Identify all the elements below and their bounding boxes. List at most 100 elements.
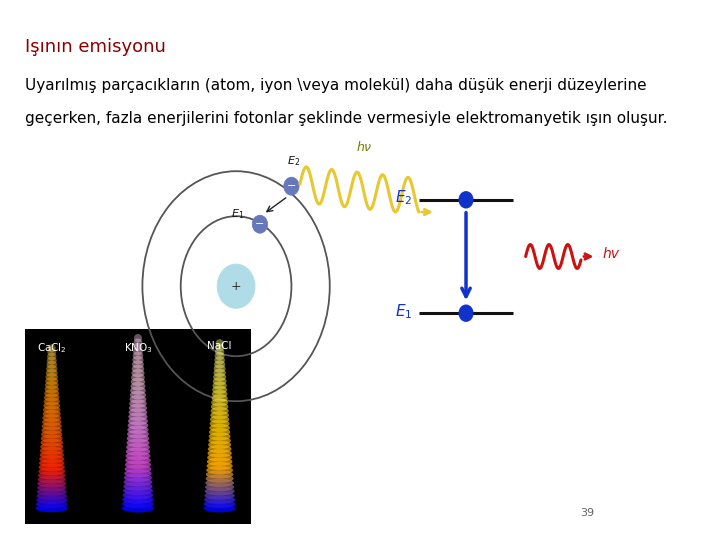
Ellipse shape <box>204 496 235 504</box>
Circle shape <box>459 305 473 321</box>
Ellipse shape <box>126 447 150 456</box>
Ellipse shape <box>41 435 63 442</box>
Ellipse shape <box>210 424 230 432</box>
Ellipse shape <box>215 356 225 364</box>
Ellipse shape <box>42 426 62 434</box>
Ellipse shape <box>126 443 150 451</box>
Ellipse shape <box>40 451 64 459</box>
Ellipse shape <box>213 369 226 377</box>
Ellipse shape <box>47 353 56 361</box>
Ellipse shape <box>212 390 228 398</box>
Ellipse shape <box>46 369 58 377</box>
Ellipse shape <box>133 343 143 351</box>
Circle shape <box>252 215 268 233</box>
Ellipse shape <box>214 360 225 368</box>
Text: −: − <box>287 181 296 191</box>
Ellipse shape <box>130 382 145 390</box>
Ellipse shape <box>211 407 229 415</box>
Ellipse shape <box>210 420 230 428</box>
Ellipse shape <box>125 456 150 464</box>
Ellipse shape <box>125 469 152 477</box>
Ellipse shape <box>122 491 153 500</box>
Ellipse shape <box>45 377 58 385</box>
Ellipse shape <box>204 504 236 512</box>
Text: NaCl: NaCl <box>207 341 232 351</box>
Ellipse shape <box>212 394 228 402</box>
Ellipse shape <box>44 394 60 401</box>
Ellipse shape <box>206 470 233 478</box>
Ellipse shape <box>212 381 227 390</box>
Ellipse shape <box>207 457 233 466</box>
Ellipse shape <box>132 352 143 360</box>
Ellipse shape <box>131 377 145 386</box>
Ellipse shape <box>215 348 225 356</box>
Ellipse shape <box>42 422 62 430</box>
Ellipse shape <box>122 504 154 512</box>
Ellipse shape <box>36 496 67 504</box>
Ellipse shape <box>40 438 63 447</box>
Ellipse shape <box>42 414 61 422</box>
Bar <box>24 329 251 524</box>
Ellipse shape <box>129 408 148 416</box>
Ellipse shape <box>45 389 59 397</box>
Circle shape <box>217 264 255 308</box>
Ellipse shape <box>124 478 152 487</box>
Ellipse shape <box>45 385 59 393</box>
Circle shape <box>459 192 473 208</box>
Text: $hν$: $hν$ <box>356 140 372 154</box>
Ellipse shape <box>212 386 227 394</box>
Ellipse shape <box>36 500 68 508</box>
Ellipse shape <box>204 500 235 508</box>
Ellipse shape <box>39 463 65 471</box>
Ellipse shape <box>130 400 147 408</box>
Ellipse shape <box>128 417 148 426</box>
Ellipse shape <box>211 399 228 407</box>
Ellipse shape <box>42 410 60 418</box>
Text: 39: 39 <box>580 508 595 518</box>
Ellipse shape <box>48 348 56 356</box>
Ellipse shape <box>40 447 63 455</box>
Ellipse shape <box>134 339 143 347</box>
Ellipse shape <box>44 397 60 406</box>
Ellipse shape <box>209 432 230 441</box>
Ellipse shape <box>37 492 67 500</box>
Ellipse shape <box>215 339 224 347</box>
Ellipse shape <box>130 390 146 399</box>
Ellipse shape <box>131 373 145 382</box>
Ellipse shape <box>207 449 232 457</box>
Ellipse shape <box>47 356 57 365</box>
Ellipse shape <box>127 421 148 430</box>
Text: geçerken, fazla enerjilerini fotonlar şeklinde vermesiyle elektromanyetik ışın o: geçerken, fazla enerjilerini fotonlar şe… <box>24 111 667 126</box>
Ellipse shape <box>207 454 232 462</box>
Ellipse shape <box>37 484 66 492</box>
Ellipse shape <box>127 430 149 438</box>
Ellipse shape <box>125 451 150 460</box>
Ellipse shape <box>40 455 64 463</box>
Ellipse shape <box>48 344 55 352</box>
Ellipse shape <box>125 461 151 469</box>
Ellipse shape <box>122 500 154 508</box>
Ellipse shape <box>125 465 151 473</box>
Ellipse shape <box>210 411 229 419</box>
Ellipse shape <box>40 443 63 451</box>
Text: Işının emisyonu: Işının emisyonu <box>24 38 166 56</box>
Ellipse shape <box>209 428 230 436</box>
Ellipse shape <box>204 491 235 500</box>
Text: Uyarılmış parçacıkların (atom, iyon \veya molekül) daha düşük enerji düzeylerine: Uyarılmış parçacıkların (atom, iyon \vey… <box>24 78 646 93</box>
Ellipse shape <box>37 488 67 496</box>
Ellipse shape <box>211 403 228 411</box>
Ellipse shape <box>37 480 66 488</box>
Ellipse shape <box>132 369 145 377</box>
Circle shape <box>284 177 299 195</box>
Ellipse shape <box>206 466 233 474</box>
Ellipse shape <box>208 441 231 449</box>
Ellipse shape <box>123 482 153 491</box>
Ellipse shape <box>132 356 143 364</box>
Text: KNO$_3$: KNO$_3$ <box>124 341 153 355</box>
Ellipse shape <box>205 483 234 491</box>
Text: $E_2$: $E_2$ <box>395 188 413 207</box>
Ellipse shape <box>42 418 61 426</box>
Ellipse shape <box>132 364 144 373</box>
Ellipse shape <box>47 361 57 369</box>
Ellipse shape <box>39 459 65 467</box>
